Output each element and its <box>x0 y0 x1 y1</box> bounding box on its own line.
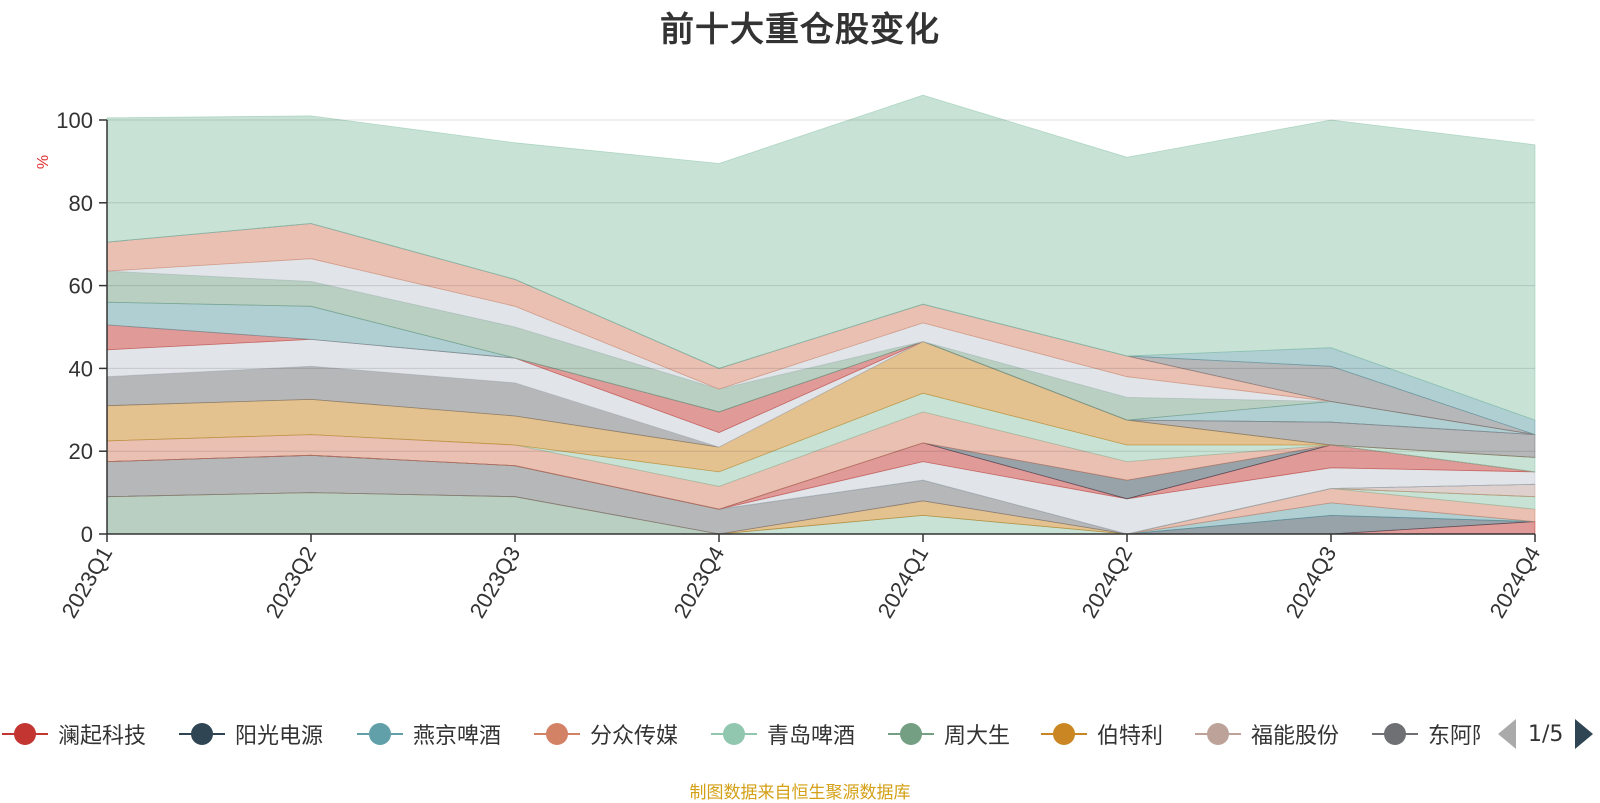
x-tick-label: 2023Q2 <box>261 542 322 622</box>
y-tick-label: 100 <box>56 108 93 133</box>
chart-legend: 澜起科技 阳光电源 燕京啤酒 分众传媒 青岛啤酒 周大生 伯特利 福能股份 东阿阿胶 <box>0 712 1600 756</box>
x-tick-label: 2023Q3 <box>465 542 526 622</box>
x-tick-label: 2024Q1 <box>873 542 934 622</box>
legend-items: 澜起科技 阳光电源 燕京啤酒 分众传媒 青岛啤酒 周大生 伯特利 福能股份 东阿阿胶 <box>0 712 1480 756</box>
y-tick-label: 60 <box>69 274 93 299</box>
x-tick-labels: 2023Q1 2023Q2 2023Q3 2023Q4 2024Q1 2024Q2 2024… <box>57 542 1546 622</box>
legend-item[interactable]: 东阿阿胶 <box>1370 712 1480 756</box>
y-tick-label: 80 <box>69 191 93 216</box>
legend-label: 燕京啤酒 <box>413 724 502 749</box>
legend-label: 澜起科技 <box>58 724 147 749</box>
legend-item[interactable]: 福能股份 <box>1193 712 1339 756</box>
x-tick-label: 2024Q4 <box>1485 542 1546 622</box>
x-tick-label: 2024Q2 <box>1077 542 1138 622</box>
legend-marker-icon <box>709 722 759 746</box>
legend-item[interactable]: 青岛啤酒 <box>709 712 855 756</box>
legend-next-page-icon[interactable] <box>1575 719 1594 749</box>
y-tick-label: 20 <box>69 439 93 464</box>
axes <box>99 119 1536 542</box>
legend-label: 阳光电源 <box>235 724 324 749</box>
chart-title: 前十大重仓股变化 <box>660 10 940 50</box>
legend-marker-icon <box>886 722 936 746</box>
legend-label: 分众传媒 <box>590 724 679 749</box>
legend-label: 青岛啤酒 <box>767 724 856 749</box>
legend-item[interactable]: 澜起科技 <box>0 712 146 756</box>
x-tick-label: 2024Q3 <box>1281 542 1342 622</box>
legend-marker-icon <box>0 722 50 746</box>
legend-item[interactable]: 分众传媒 <box>532 712 678 756</box>
legend-marker-icon <box>532 722 582 746</box>
legend-marker-icon <box>177 722 227 746</box>
legend-label: 福能股份 <box>1251 724 1340 749</box>
legend-pager: 1/5 <box>1498 714 1594 754</box>
legend-page-indicator: 1/5 <box>1528 721 1564 747</box>
y-tick-label: 0 <box>81 522 93 547</box>
legend-label: 伯特利 <box>1097 724 1164 749</box>
legend-item[interactable]: 燕京啤酒 <box>355 712 501 756</box>
legend-item[interactable]: 周大生 <box>886 712 1010 756</box>
legend-marker-icon <box>1039 722 1089 746</box>
area-series-26 <box>106 94 1536 421</box>
legend-item[interactable]: 阳光电源 <box>177 712 323 756</box>
legend-label: 东阿阿胶 <box>1428 724 1480 749</box>
x-tick-label: 2023Q1 <box>57 542 118 622</box>
legend-marker-icon <box>1193 722 1243 746</box>
y-tick-labels: 0 20 40 60 80 100 <box>56 108 93 547</box>
x-tick-label: 2023Q4 <box>669 542 730 622</box>
legend-marker-icon <box>1370 722 1420 746</box>
area-layers <box>106 94 1536 535</box>
legend-label: 周大生 <box>944 724 1011 749</box>
grid-lines <box>107 119 1535 452</box>
y-axis-unit-label: % <box>35 155 52 169</box>
legend-item[interactable]: 伯特利 <box>1039 712 1163 756</box>
legend-prev-page-icon[interactable] <box>1498 719 1516 749</box>
legend-marker-icon <box>355 722 405 746</box>
data-source-note: 制图数据来自恒生聚源数据库 <box>689 783 911 803</box>
y-tick-label: 40 <box>69 356 93 381</box>
